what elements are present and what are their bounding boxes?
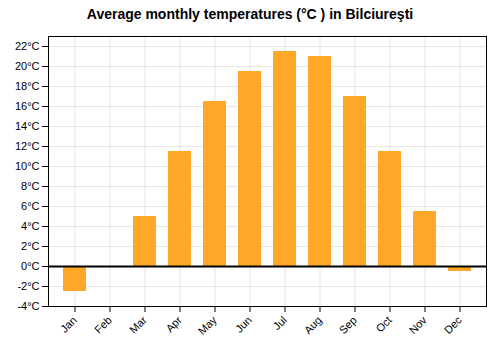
svg-text:-4°C: -4°C [17,300,39,312]
html-text:Average monthly temperatures (: Average monthly temperatures (°C ) in Bi… [86,6,414,22]
svg-text:Mar: Mar [127,314,149,336]
svg-text:10°C: 10°C [15,160,40,172]
svg-text:Aug: Aug [302,314,324,336]
svg-text:18°C: 18°C [15,80,40,92]
svg-text:Jun: Jun [233,314,254,335]
svg-text:6°C: 6°C [21,200,40,212]
svg-text:Dec: Dec [442,313,465,336]
svg-text:Oct: Oct [373,314,394,335]
svg-text:12°C: 12°C [15,140,40,152]
svg-text:4°C: 4°C [21,220,40,232]
svg-text:Nov: Nov [407,313,430,336]
svg-text:22°C: 22°C [15,40,40,52]
svg-text:Feb: Feb [92,314,114,336]
svg-text:14°C: 14°C [15,120,40,132]
svg-text:Jan: Jan [58,314,79,335]
svg-text:Sep: Sep [337,314,359,336]
svg-text:16°C: 16°C [15,100,40,112]
svg-text:-2°C: -2°C [17,280,39,292]
svg-text:2°C: 2°C [21,240,40,252]
svg-text:Jul: Jul [270,314,288,332]
svg-text:May: May [196,313,220,337]
svg-text:8°C: 8°C [21,180,40,192]
svg-text:Apr: Apr [163,314,184,335]
svg-text:20°C: 20°C [15,60,40,72]
svg-text:0°C: 0°C [21,260,40,272]
